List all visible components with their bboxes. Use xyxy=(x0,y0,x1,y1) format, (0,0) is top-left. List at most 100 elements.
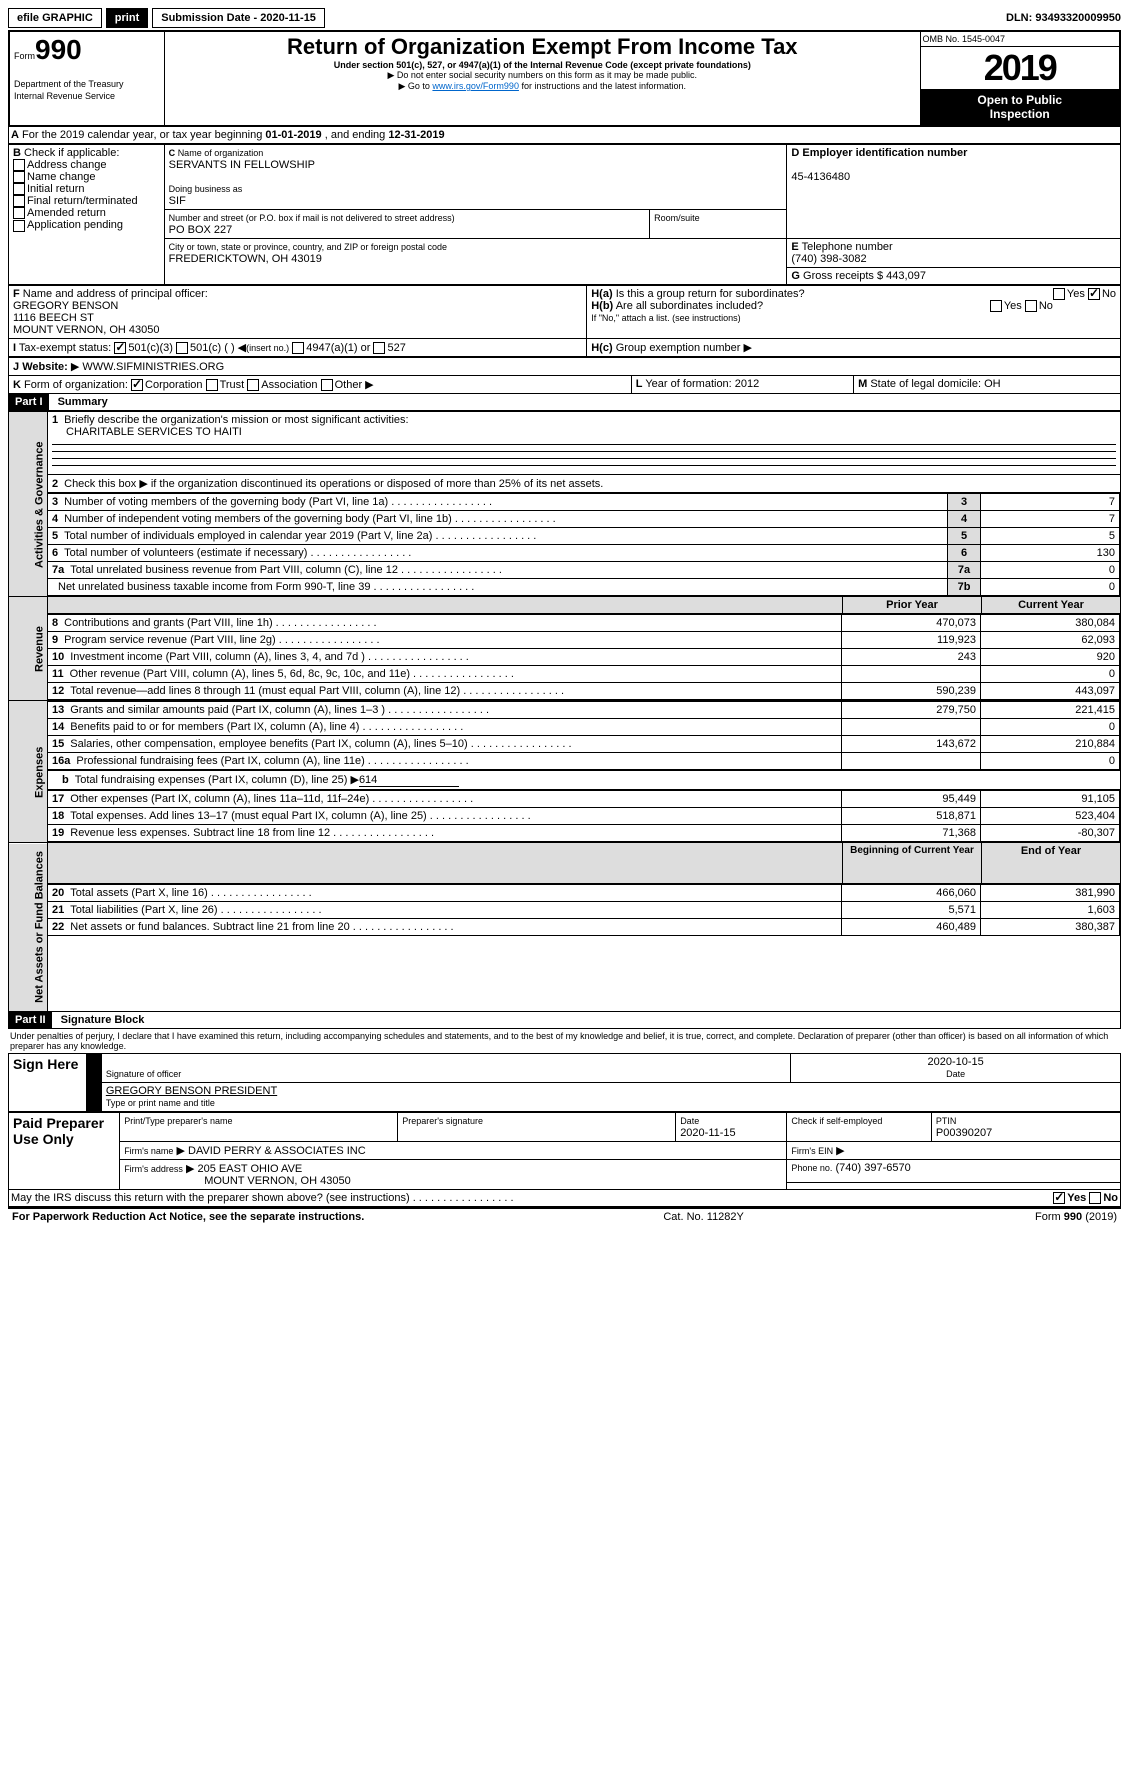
entity-block: B Check if applicable: Address change Na… xyxy=(8,144,1121,285)
line-a: A For the 2019 calendar year, or tax yea… xyxy=(8,127,1121,144)
c-label: Name of organization xyxy=(178,148,264,158)
b-opt-3: Final return/terminated xyxy=(27,195,138,207)
ptin-label: PTIN xyxy=(936,1116,957,1126)
a-begin: 01-01-2019 xyxy=(265,129,321,141)
omb-number: OMB No. 1545-0047 xyxy=(921,32,1119,47)
exp-rows2: 17Other expenses (Part IX, column (A), l… xyxy=(48,790,1120,842)
form990-link[interactable]: www.irs.gov/Form990 xyxy=(432,81,519,91)
revenue-tab: Revenue xyxy=(9,597,48,701)
b-opt-2: Initial return xyxy=(27,183,84,195)
line1-label: Briefly describe the organization's miss… xyxy=(64,414,408,426)
exp-rows: 13Grants and similar amounts paid (Part … xyxy=(48,701,1120,770)
firm-name-label: Firm's name xyxy=(124,1146,173,1156)
prior-year-hdr: Prior Year xyxy=(843,597,982,614)
prep-date-label: Date xyxy=(680,1116,699,1126)
hb-yes-checkbox[interactable] xyxy=(990,300,1002,312)
mission-text: CHARITABLE SERVICES TO HAITI xyxy=(52,426,242,438)
website: WWW.SIFMINISTRIES.ORG xyxy=(82,361,224,373)
501c-checkbox[interactable] xyxy=(176,342,188,354)
b-opt-0: Address change xyxy=(27,159,107,171)
sig-bar xyxy=(86,1054,101,1112)
part2-header: Part II Signature Block xyxy=(8,1012,1121,1029)
name-change-checkbox[interactable] xyxy=(13,171,25,183)
paid-preparer-block: Paid Preparer Use Only Print/Type prepar… xyxy=(8,1112,1121,1190)
dba-label: Doing business as xyxy=(169,184,243,194)
city-state-zip: FREDERICKTOWN, OH 43019 xyxy=(169,253,322,265)
final-return-checkbox[interactable] xyxy=(13,195,25,207)
tax-status-label: Tax-exempt status: xyxy=(19,342,111,354)
part2-title: Signature Block xyxy=(55,1014,145,1026)
preparer-name-label: Print/Type preparer's name xyxy=(124,1116,232,1126)
amended-return-checkbox[interactable] xyxy=(13,207,25,219)
corp-checkbox[interactable] xyxy=(131,379,143,391)
501c3-checkbox[interactable] xyxy=(114,342,126,354)
ha-yes-checkbox[interactable] xyxy=(1053,288,1065,300)
527-checkbox[interactable] xyxy=(373,342,385,354)
irs-label: Internal Revenue Service xyxy=(14,91,115,101)
4947-checkbox[interactable] xyxy=(292,342,304,354)
dba-name: SIF xyxy=(169,195,186,207)
d-label: Employer identification number xyxy=(802,147,967,159)
gov-rows: 3Number of voting members of the governi… xyxy=(48,493,1120,596)
top-bar: efile GRAPHIC print Submission Date - 20… xyxy=(8,8,1121,28)
b-label: Check if applicable: xyxy=(24,147,119,159)
initial-return-checkbox[interactable] xyxy=(13,183,25,195)
application-pending-checkbox[interactable] xyxy=(13,220,25,232)
street-address: PO BOX 227 xyxy=(169,224,233,236)
dln: DLN: 93493320009950 xyxy=(1006,12,1121,24)
a-mid: , and ending xyxy=(322,129,389,141)
sign-here-label: Sign Here xyxy=(9,1054,87,1112)
name-title-label: Type or print name and title xyxy=(106,1098,215,1108)
discuss-line: May the IRS discuss this return with the… xyxy=(8,1190,1121,1207)
activities-tab: Activities & Governance xyxy=(9,412,48,597)
ha-no-checkbox[interactable] xyxy=(1088,288,1100,300)
hc-label: Group exemption number xyxy=(616,342,741,354)
room-label: Room/suite xyxy=(654,213,700,223)
assoc-checkbox[interactable] xyxy=(247,379,259,391)
firm-addr2: MOUNT VERNON, OH 43050 xyxy=(124,1175,351,1187)
part2-badge: Part II xyxy=(9,1012,52,1028)
other-checkbox[interactable] xyxy=(321,379,333,391)
note2-post: for instructions and the latest informat… xyxy=(519,81,686,91)
l-label: Year of formation: xyxy=(645,378,731,390)
ha-label: Is this a group return for subordinates? xyxy=(616,288,805,300)
firm-ein-label: Firm's EIN xyxy=(791,1146,833,1156)
form-footer: Form 990 (2019) xyxy=(1035,1211,1117,1223)
netassets-tab: Net Assets or Fund Balances xyxy=(9,843,48,1012)
preparer-sig-label: Preparer's signature xyxy=(402,1116,483,1126)
sign-block: Sign Here Signature of officer 2020-10-1… xyxy=(8,1053,1121,1112)
prep-date: 2020-11-15 xyxy=(680,1127,735,1139)
end-year-hdr: End of Year xyxy=(982,843,1121,884)
firm-addr-label: Firm's address xyxy=(124,1164,183,1174)
firm-phone: (740) 397-6570 xyxy=(835,1162,910,1174)
phone: (740) 398-3082 xyxy=(791,253,866,265)
hb-no-checkbox[interactable] xyxy=(1025,300,1037,312)
dept-label: Department of the Treasury xyxy=(14,79,124,89)
date-label: Date xyxy=(946,1069,965,1079)
e-label: Telephone number xyxy=(802,241,893,253)
firm-name: DAVID PERRY & ASSOCIATES INC xyxy=(188,1145,366,1157)
domicile-state: OH xyxy=(984,378,1001,390)
submission-date: Submission Date - 2020-11-15 xyxy=(152,8,325,28)
year-formed: 2012 xyxy=(735,378,759,390)
paid-preparer-label: Paid Preparer Use Only xyxy=(9,1113,120,1190)
summary-table: Activities & Governance 1Briefly describ… xyxy=(8,411,1121,1012)
address-change-checkbox[interactable] xyxy=(13,159,25,171)
officer-addr1: 1116 BEECH ST xyxy=(13,312,94,324)
current-year-hdr: Current Year xyxy=(982,597,1121,614)
sig-label: Signature of officer xyxy=(106,1069,181,1079)
gross-receipts: 443,097 xyxy=(886,270,926,282)
open-public: Open to PublicInspection xyxy=(921,89,1119,125)
efile-button[interactable]: efile GRAPHIC xyxy=(8,8,102,28)
discuss-no-checkbox[interactable] xyxy=(1089,1192,1101,1204)
f-label: Name and address of principal officer: xyxy=(23,288,208,300)
discuss-yes-checkbox[interactable] xyxy=(1053,1192,1065,1204)
trust-checkbox[interactable] xyxy=(206,379,218,391)
part1-badge: Part I xyxy=(9,394,49,410)
pra-notice: For Paperwork Reduction Act Notice, see … xyxy=(12,1211,364,1223)
addr-label: Number and street (or P.O. box if mail i… xyxy=(169,213,455,223)
form-note1: Do not enter social security numbers on … xyxy=(169,70,915,81)
k-label: Form of organization: xyxy=(24,379,128,391)
sign-date: 2020-10-15 xyxy=(927,1056,983,1068)
print-button[interactable]: print xyxy=(106,8,148,28)
